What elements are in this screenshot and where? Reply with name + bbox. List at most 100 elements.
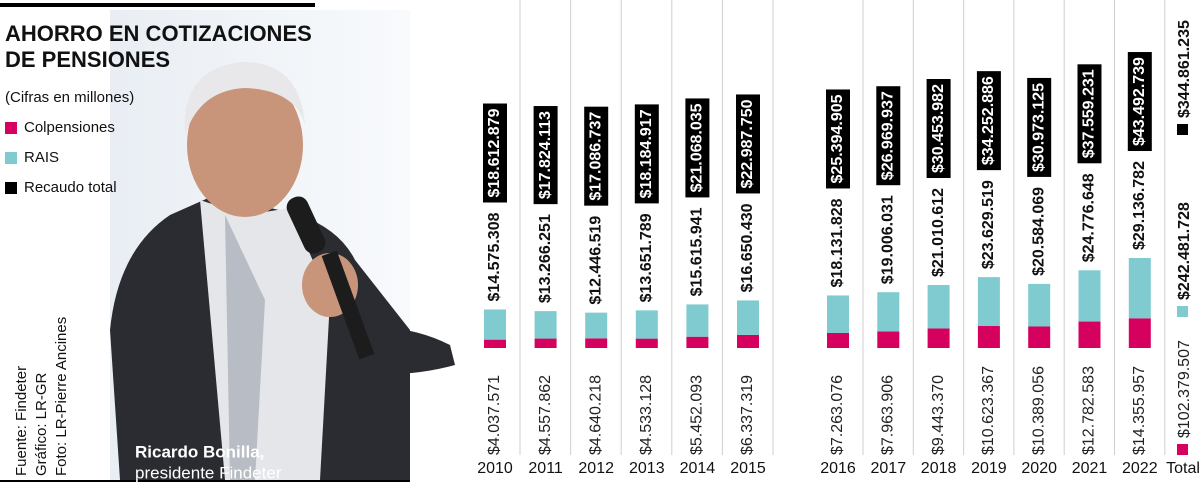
- value-label: $7.263.076: [829, 375, 846, 455]
- bar-segment: [1028, 283, 1051, 327]
- bar-segment: [827, 332, 849, 348]
- x-tick-label: 2013: [629, 460, 665, 477]
- credit: Foto: LR-Pierre Ancines: [53, 317, 70, 476]
- x-tick-label: 2020: [1021, 460, 1057, 477]
- bar-segment: [1128, 258, 1151, 319]
- value-label: $10.623.367: [980, 366, 997, 455]
- value-label: $17.086.737: [587, 112, 604, 201]
- value-label: $4.640.218: [587, 375, 604, 455]
- subtitle: (Cifras en millones): [5, 89, 134, 106]
- bar-segment: [534, 311, 557, 339]
- x-tick-label: 2010: [477, 460, 513, 477]
- bar-segment: [635, 310, 658, 339]
- value-label: $18.131.828: [829, 198, 846, 287]
- value-label: $13.266.251: [537, 214, 554, 303]
- legend-swatch: [5, 152, 17, 164]
- total-swatch: [1177, 306, 1188, 317]
- legend-swatch: [5, 122, 17, 134]
- total-box: [584, 106, 609, 206]
- total-box: [736, 94, 760, 194]
- bar-segment: [1128, 318, 1151, 348]
- legend-label: Recaudo total: [24, 179, 117, 196]
- legend-swatch: [5, 182, 17, 194]
- value-label: $29.136.782: [1131, 161, 1148, 250]
- total-swatch: [1177, 444, 1188, 455]
- bar-segment: [635, 338, 658, 348]
- credit: Fuente: Findeter: [13, 366, 30, 476]
- bar-segment: [686, 304, 709, 337]
- x-tick-label: 2014: [680, 460, 716, 477]
- x-tick-label: 2017: [871, 460, 907, 477]
- caption-name: Ricardo Bonilla,: [135, 442, 264, 461]
- bar-segment: [585, 338, 608, 348]
- value-label: $4.533.128: [638, 375, 655, 455]
- x-tick-label: 2022: [1122, 460, 1158, 477]
- value-label: $43.492.739: [1131, 57, 1148, 146]
- value-label: $15.615.941: [689, 207, 706, 296]
- bar-segment: [1028, 326, 1051, 348]
- value-label: $10.389.056: [1030, 366, 1047, 455]
- value-label: $9.443.370: [930, 375, 947, 455]
- bar-segment: [977, 326, 1000, 348]
- value-label: $18.184.917: [638, 109, 655, 198]
- bar-segment: [737, 300, 759, 335]
- value-label: $20.584.069: [1030, 187, 1047, 276]
- x-tick-label: 2019: [971, 460, 1007, 477]
- bar-segment: [1078, 321, 1101, 348]
- total-box: [826, 89, 850, 189]
- total-box: [926, 79, 951, 178]
- photo: [110, 10, 455, 480]
- x-tick-label: Total: [1166, 460, 1200, 477]
- bar-segment: [484, 339, 506, 348]
- value-label: $102.379.507: [1176, 340, 1193, 438]
- title: AHORRO EN COTIZACIONES: [5, 21, 312, 46]
- bar-segment: [927, 284, 950, 329]
- total-swatch: [1177, 124, 1188, 135]
- total-box: [1027, 77, 1052, 177]
- x-tick-label: 2015: [730, 460, 766, 477]
- value-label: $23.629.519: [980, 180, 997, 269]
- legend: Colpensiones RAIS Recaudo total: [5, 119, 117, 196]
- title: DE PENSIONES: [5, 47, 170, 72]
- value-label: $16.650.430: [739, 203, 756, 292]
- total-box: [1077, 64, 1102, 164]
- value-label: $22.987.750: [739, 99, 756, 188]
- total-box: [1127, 52, 1152, 152]
- value-label: $34.252.886: [980, 76, 997, 165]
- x-tick-label: 2021: [1072, 460, 1108, 477]
- value-label: $19.006.031: [880, 195, 897, 284]
- value-label: $344.861.235: [1176, 20, 1193, 118]
- value-label: $5.452.093: [689, 375, 706, 455]
- total-box: [685, 98, 710, 198]
- bar-segment: [737, 334, 759, 348]
- x-tick-label: 2012: [578, 460, 614, 477]
- value-label: $30.453.982: [930, 84, 947, 173]
- value-label: $4.557.862: [537, 375, 554, 455]
- value-label: $14.355.957: [1131, 366, 1148, 455]
- value-label: $26.969.937: [880, 91, 897, 180]
- value-label: $17.824.113: [537, 111, 554, 199]
- bar-segment: [484, 309, 506, 340]
- value-label: $21.068.035: [689, 103, 706, 192]
- value-label: $21.010.612: [930, 188, 947, 277]
- bar-segment: [1078, 270, 1101, 322]
- total-box: [634, 104, 659, 204]
- total-box: [876, 86, 901, 186]
- value-label: $25.394.905: [829, 94, 846, 183]
- bar-segment: [977, 277, 1000, 327]
- legend-label: RAIS: [24, 149, 59, 166]
- value-label: $30.973.125: [1030, 83, 1047, 172]
- credit: Gráfico: LR-GR: [33, 372, 50, 476]
- bar-segment: [877, 292, 900, 332]
- value-label: $6.337.319: [739, 375, 756, 455]
- value-label: $24.776.648: [1081, 173, 1098, 262]
- chart: 2010 $4.037.571 $14.575.308 $18.612.879 2011…: [477, 0, 1200, 477]
- bar-segment: [686, 336, 709, 348]
- bar-segment: [827, 295, 849, 333]
- bar-segment: [534, 338, 557, 348]
- caption-role: presidente Findeter: [135, 463, 282, 482]
- x-tick-label: 2016: [820, 460, 856, 477]
- bar-segment: [877, 331, 900, 348]
- total-box: [533, 106, 558, 205]
